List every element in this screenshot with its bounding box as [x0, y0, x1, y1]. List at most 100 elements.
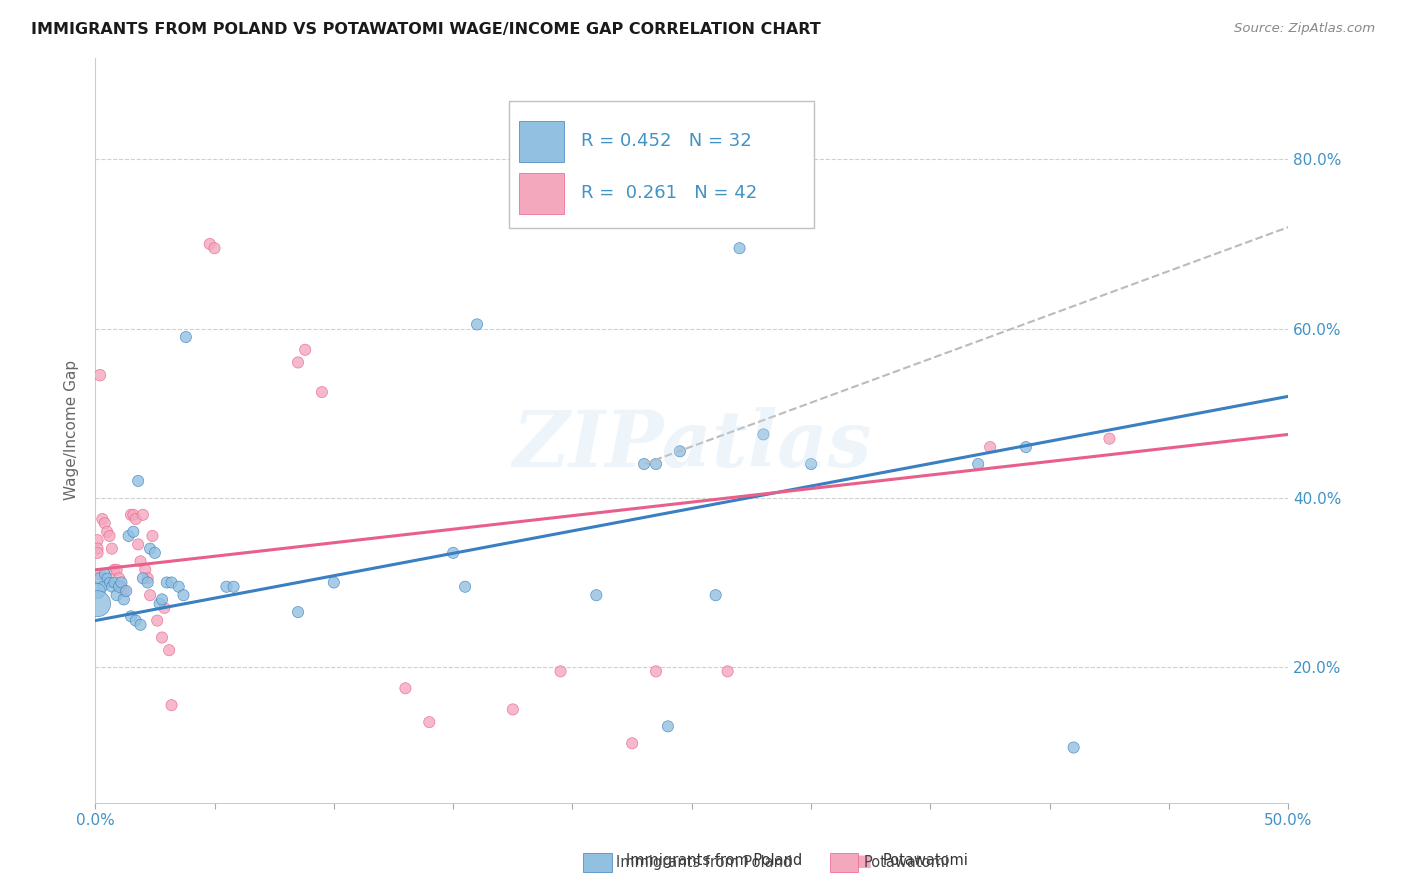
Point — [98, 575, 121, 590]
Point — [103, 575, 125, 590]
Point — [86, 597, 108, 611]
Point — [149, 597, 172, 611]
FancyBboxPatch shape — [509, 101, 814, 227]
Point — [117, 529, 139, 543]
Point — [112, 592, 135, 607]
Text: Source: ZipAtlas.com: Source: ZipAtlas.com — [1234, 22, 1375, 36]
Point — [86, 533, 108, 548]
Point — [172, 588, 194, 602]
Point — [645, 665, 668, 679]
Point — [132, 508, 155, 522]
Point — [156, 575, 179, 590]
Point — [89, 571, 111, 585]
Point — [394, 681, 416, 696]
Point — [120, 508, 142, 522]
Point — [418, 715, 440, 730]
Point — [110, 580, 132, 594]
Point — [633, 457, 655, 471]
Point — [160, 698, 183, 713]
Point — [136, 575, 159, 590]
Point — [716, 665, 738, 679]
Text: ▪: ▪ — [856, 849, 873, 872]
Point — [311, 385, 333, 400]
Point — [98, 529, 121, 543]
Point — [89, 368, 111, 383]
Point — [105, 563, 128, 577]
Point — [141, 529, 163, 543]
Point — [96, 524, 118, 539]
Point — [441, 546, 464, 560]
Point — [112, 584, 135, 599]
Point — [129, 554, 152, 568]
Point — [645, 457, 668, 471]
Point — [502, 702, 524, 716]
Text: Immigrants from Poland: Immigrants from Poland — [616, 855, 792, 870]
Point — [105, 588, 128, 602]
Point — [669, 444, 692, 458]
Point — [127, 474, 149, 488]
Point — [120, 609, 142, 624]
Point — [127, 537, 149, 551]
Point — [91, 580, 114, 594]
Text: ▪: ▪ — [596, 849, 613, 872]
Point — [101, 541, 124, 556]
Point — [157, 643, 180, 657]
Point — [657, 719, 679, 733]
Point — [139, 541, 162, 556]
Point — [979, 440, 1001, 454]
Point — [146, 614, 169, 628]
Point — [129, 617, 152, 632]
Point — [86, 546, 108, 560]
Point — [86, 584, 108, 599]
Point — [287, 605, 309, 619]
Text: Immigrants from Poland: Immigrants from Poland — [626, 854, 801, 868]
Point — [108, 571, 131, 585]
Text: IMMIGRANTS FROM POLAND VS POTAWATOMI WAGE/INCOME GAP CORRELATION CHART: IMMIGRANTS FROM POLAND VS POTAWATOMI WAG… — [31, 22, 821, 37]
Point — [108, 580, 131, 594]
Point — [728, 241, 751, 255]
Point — [86, 541, 108, 556]
Point — [101, 580, 124, 594]
Point — [585, 588, 607, 602]
Point — [967, 457, 990, 471]
Point — [215, 580, 238, 594]
Point — [198, 237, 221, 252]
Point — [125, 512, 148, 526]
Point — [294, 343, 316, 357]
Point — [132, 571, 155, 585]
Text: Potawatomi: Potawatomi — [883, 854, 969, 868]
Point — [621, 736, 644, 750]
Point — [800, 457, 823, 471]
Point — [1015, 440, 1038, 454]
Point — [93, 567, 115, 582]
Point — [96, 571, 118, 585]
Point — [122, 524, 145, 539]
Point — [122, 508, 145, 522]
Point — [167, 580, 190, 594]
Point — [134, 563, 156, 577]
Point — [89, 567, 111, 582]
Point — [287, 355, 309, 369]
Point — [91, 512, 114, 526]
Point — [465, 318, 488, 332]
Bar — [519, 173, 564, 214]
Point — [150, 592, 173, 607]
Point — [550, 665, 572, 679]
Point — [1098, 432, 1121, 446]
Point — [153, 600, 176, 615]
Point — [93, 516, 115, 531]
Point — [136, 571, 159, 585]
Point — [103, 563, 125, 577]
Text: R = 0.452   N = 32: R = 0.452 N = 32 — [581, 132, 752, 150]
Point — [1063, 740, 1085, 755]
Text: ZIPatlas: ZIPatlas — [512, 407, 872, 483]
Text: Potawatomi: Potawatomi — [863, 855, 949, 870]
Point — [204, 241, 226, 255]
Y-axis label: Wage/Income Gap: Wage/Income Gap — [65, 360, 79, 500]
Point — [125, 614, 148, 628]
Bar — [519, 121, 564, 162]
Point — [752, 427, 775, 442]
Point — [704, 588, 727, 602]
Point — [454, 580, 477, 594]
Text: R =  0.261   N = 42: R = 0.261 N = 42 — [581, 185, 756, 202]
